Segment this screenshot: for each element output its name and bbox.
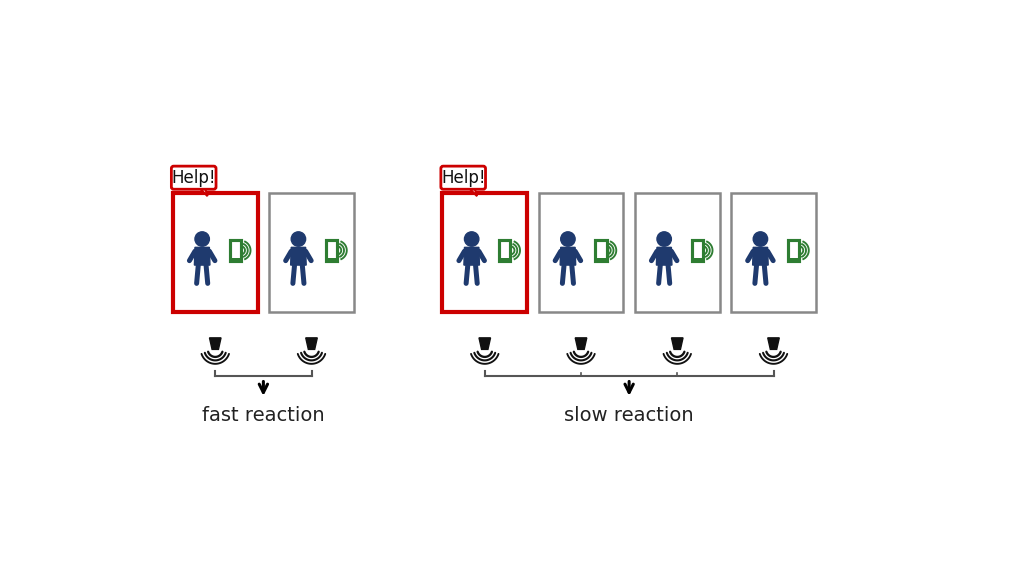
Polygon shape xyxy=(464,247,479,265)
Bar xyxy=(596,240,606,261)
Bar xyxy=(173,193,258,312)
Text: Help!: Help! xyxy=(441,169,485,187)
Circle shape xyxy=(657,232,672,246)
Polygon shape xyxy=(575,338,587,350)
Bar xyxy=(229,258,241,261)
FancyBboxPatch shape xyxy=(441,166,485,190)
Circle shape xyxy=(195,232,209,246)
Circle shape xyxy=(465,232,479,246)
Bar xyxy=(326,240,337,261)
Bar xyxy=(731,193,816,312)
Bar xyxy=(500,240,510,261)
Polygon shape xyxy=(198,186,208,196)
Bar xyxy=(269,193,354,312)
Bar xyxy=(539,193,624,312)
Polygon shape xyxy=(768,338,779,350)
Bar xyxy=(692,240,702,261)
Text: Help!: Help! xyxy=(171,169,216,187)
Bar xyxy=(692,258,702,261)
Polygon shape xyxy=(210,338,221,350)
Polygon shape xyxy=(467,186,477,196)
Bar xyxy=(788,258,799,261)
Bar xyxy=(788,240,799,261)
Polygon shape xyxy=(672,338,683,350)
Bar xyxy=(326,258,337,261)
FancyBboxPatch shape xyxy=(171,166,216,190)
Text: fast reaction: fast reaction xyxy=(202,407,325,426)
Bar xyxy=(596,258,606,261)
Bar xyxy=(500,258,510,261)
Polygon shape xyxy=(306,338,317,350)
Polygon shape xyxy=(560,247,575,265)
Circle shape xyxy=(754,232,768,246)
Bar xyxy=(635,193,720,312)
Polygon shape xyxy=(479,338,490,350)
Polygon shape xyxy=(291,247,306,265)
Bar xyxy=(442,193,527,312)
Polygon shape xyxy=(195,247,210,265)
Text: slow reaction: slow reaction xyxy=(564,407,694,426)
Circle shape xyxy=(561,232,575,246)
Polygon shape xyxy=(753,247,768,265)
Circle shape xyxy=(291,232,305,246)
Polygon shape xyxy=(656,247,672,265)
Bar xyxy=(229,240,241,261)
